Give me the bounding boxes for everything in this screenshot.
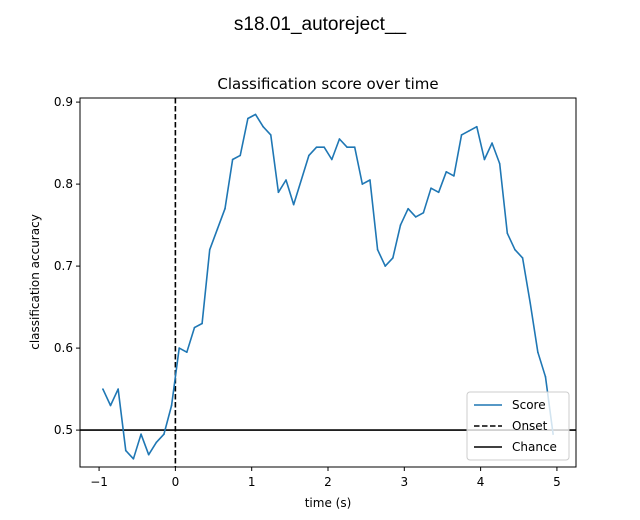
data-point: [537, 351, 539, 354]
x-tick-label: 5: [553, 475, 561, 489]
data-point: [384, 265, 387, 267]
figure-suptitle: s18.01_autoreject__: [234, 14, 407, 35]
legend-label-score: Score: [512, 398, 546, 412]
data-point: [308, 154, 310, 157]
data-point: [399, 224, 402, 226]
data-point: [124, 449, 127, 452]
data-point: [239, 154, 242, 157]
x-tick-label: 2: [324, 475, 332, 489]
data-point: [422, 212, 425, 214]
data-point: [521, 257, 524, 259]
y-axis-ticks: 0.5 0.6 0.7 0.8 0.9: [54, 95, 80, 437]
data-point: [254, 113, 257, 116]
legend-box: [466, 391, 570, 461]
series-group: [102, 113, 554, 460]
x-tick-label: 3: [400, 475, 408, 489]
data-point: [331, 158, 333, 161]
plot-area: −1 0 1 2 3 4 5 0.5 0.6 0.7 0.8 0.9: [54, 95, 577, 489]
data-point: [216, 228, 219, 230]
data-point: [140, 433, 142, 436]
data-point: [498, 162, 501, 165]
data-point: [430, 187, 432, 189]
legend: Score Onset Chance: [466, 391, 570, 461]
legend-label-onset: Onset: [512, 419, 548, 433]
data-point: [285, 179, 287, 181]
data-point: [201, 322, 203, 325]
series-line-score: [102, 113, 554, 460]
data-point: [117, 388, 119, 390]
data-point: [476, 125, 478, 128]
data-point: [453, 175, 455, 177]
data-point: [109, 404, 112, 407]
data-point: [460, 134, 463, 136]
y-axis-label: classification accuracy: [28, 214, 42, 350]
data-point: [407, 207, 409, 210]
data-point: [392, 257, 394, 259]
data-point: [277, 191, 280, 194]
y-tick-label: 0.6: [54, 341, 73, 355]
x-tick-label: 0: [172, 475, 180, 489]
data-point: [178, 347, 180, 349]
data-point: [369, 179, 371, 181]
data-point: [376, 248, 379, 251]
data-point: [361, 183, 364, 185]
data-point: [529, 302, 532, 304]
x-tick-label: 1: [248, 475, 256, 489]
y-tick-label: 0.7: [54, 259, 73, 273]
y-tick-label: 0.5: [54, 423, 73, 437]
data-point: [262, 125, 264, 128]
data-point: [437, 191, 440, 194]
x-axis-label: time (s): [305, 496, 352, 510]
data-point: [132, 458, 135, 460]
data-point: [269, 134, 272, 136]
data-point: [193, 326, 196, 329]
data-point: [506, 232, 509, 235]
data-point: [468, 130, 470, 132]
data-point: [346, 146, 348, 148]
data-point: [300, 179, 303, 181]
data-point: [208, 248, 211, 251]
data-point: [483, 158, 486, 161]
data-point: [186, 351, 188, 354]
data-point: [147, 453, 150, 456]
data-point: [445, 171, 448, 173]
data-point: [231, 158, 234, 161]
legend-label-chance: Chance: [512, 440, 557, 454]
data-point: [292, 203, 295, 206]
data-point: [323, 146, 325, 148]
data-point: [102, 388, 104, 390]
data-point: [491, 142, 493, 144]
data-point: [338, 138, 341, 140]
x-tick-label: 4: [477, 475, 485, 489]
data-point: [155, 441, 158, 444]
data-point: [514, 248, 516, 251]
data-point: [414, 216, 417, 218]
data-point: [224, 207, 226, 210]
data-point: [353, 146, 356, 148]
data-point: [544, 376, 547, 378]
chart-title: Classification score over time: [217, 75, 438, 93]
data-point: [163, 433, 165, 436]
x-axis-ticks: −1 0 1 2 3 4 5: [90, 467, 561, 489]
x-tick-label: −1: [90, 475, 108, 489]
y-tick-label: 0.9: [54, 95, 73, 109]
data-point: [315, 146, 318, 148]
data-point: [170, 404, 173, 407]
data-point: [247, 117, 249, 120]
y-tick-label: 0.8: [54, 177, 73, 191]
